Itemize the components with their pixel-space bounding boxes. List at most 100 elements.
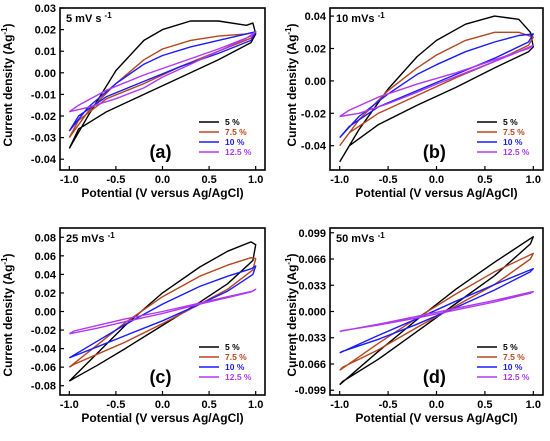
x-tick-label: 0.5 xyxy=(201,174,216,186)
y-tick-label: -0.04 xyxy=(31,154,57,166)
legend-label: 7.5 % xyxy=(225,127,247,137)
y-axis-label-text: Current density (Ag xyxy=(1,35,15,147)
scan-rate-title: 25 mVs -1 xyxy=(66,231,115,245)
scan-rate-text: 25 mVs xyxy=(66,233,108,245)
x-tick-label: 0.5 xyxy=(201,399,216,411)
y-tick-label: 0.01 xyxy=(35,46,56,58)
panel-label: (d) xyxy=(423,367,446,387)
y-tick-label: -0.04 xyxy=(31,344,57,356)
legend-label: 12.5 % xyxy=(503,372,530,382)
y-tick-label: 0.02 xyxy=(35,25,56,37)
x-axis-label: Potential (V versus Ag/AgCl) xyxy=(355,411,517,425)
x-tick-label: 0.5 xyxy=(477,174,492,186)
scan-rate-sup: -1 xyxy=(378,231,386,240)
legend-label: 7.5 % xyxy=(503,127,525,137)
legend-label: 12.5 % xyxy=(225,147,252,157)
y-tick-label: 0.02 xyxy=(305,44,326,56)
legend: 5 %7.5 %10 %12.5 % xyxy=(199,117,252,157)
legend-label: 7.5 % xyxy=(225,352,247,362)
x-tick-label: -1.0 xyxy=(60,399,79,411)
scan-rate-text: 10 mVs xyxy=(336,13,378,25)
x-tick-label: 1.0 xyxy=(526,399,541,411)
y-tick-label: 0.066 xyxy=(298,254,326,266)
x-tick-label: 1.0 xyxy=(526,174,541,186)
x-tick-label: -1.0 xyxy=(60,174,79,186)
y-tick-label: 0.00 xyxy=(305,76,326,88)
y-axis-label-sup: -1 xyxy=(0,257,9,265)
scan-rate-title: 50 mVs -1 xyxy=(336,231,385,245)
y-axis-label-end: ) xyxy=(1,23,15,27)
x-tick-label: 1.0 xyxy=(248,174,263,186)
cv-curve-3 xyxy=(339,33,534,139)
y-axis-label: Current density (Ag-1) xyxy=(0,253,15,376)
scan-rate-text: 5 mV s xyxy=(66,13,105,25)
y-tick-label: -0.03 xyxy=(31,133,56,145)
x-tick-label: -0.5 xyxy=(379,399,398,411)
y-tick-label: 0.033 xyxy=(298,280,326,292)
y-axis-label-text: Current density (Ag xyxy=(285,35,299,147)
y-tick-label: -0.04 xyxy=(301,141,327,153)
y-tick-label: -0.066 xyxy=(295,359,326,371)
cv-curve-2 xyxy=(68,257,257,368)
scan-rate-sup: -1 xyxy=(105,11,113,20)
scan-rate-text: 50 mVs xyxy=(336,233,378,245)
legend-label: 10 % xyxy=(225,137,245,147)
y-axis-label-end: ) xyxy=(285,253,299,257)
panel-d: -1.0 -0.5 0.0 0.5 1.0 -0.099 -0.066 -0.033 0.000… xyxy=(284,227,544,425)
y-tick-label: -0.02 xyxy=(301,108,326,120)
cv-curve-4 xyxy=(339,290,534,333)
panel-b: -1.0 -0.5 0.0 0.5 1.0 -0.04 -0.02 0.00 0.02 0.04 P… xyxy=(284,7,544,200)
y-axis-label-text: Current density (Ag xyxy=(1,265,15,377)
y-tick-label: 0.00 xyxy=(35,307,56,319)
cv-curve-4 xyxy=(68,288,257,335)
x-tick-label: -0.5 xyxy=(106,399,125,411)
cv-curve-4 xyxy=(68,31,257,113)
cv-curve-1 xyxy=(339,235,534,386)
y-axis-label-sup: -1 xyxy=(0,27,9,35)
x-tick-label: -0.5 xyxy=(379,174,398,186)
y-tick-label: -0.08 xyxy=(31,381,56,393)
scan-rate-sup: -1 xyxy=(378,11,386,20)
legend-label: 5 % xyxy=(503,117,518,127)
y-tick-label: -0.02 xyxy=(31,111,56,123)
y-tick-label: -0.01 xyxy=(31,89,56,101)
y-tick-label: 0.03 xyxy=(35,3,56,15)
x-tick-label: 0.0 xyxy=(155,399,170,411)
cv-curve-1 xyxy=(339,15,534,163)
x-axis-label: Potential (V versus Ag/AgCl) xyxy=(355,186,517,200)
x-tick-label: 0.0 xyxy=(429,399,444,411)
cv-curve-3 xyxy=(68,265,257,359)
panel-c: -1.0 -0.5 0.0 0.5 1.0 -0.08 -0.06 -0.04 -0.02 0.0… xyxy=(0,227,266,425)
panel-label: (c) xyxy=(149,367,171,387)
y-tick-label: -0.099 xyxy=(295,385,326,397)
y-tick-label: 0.00 xyxy=(35,68,56,80)
y-tick-label: -0.06 xyxy=(31,362,56,374)
legend: 5 %7.5 %10 %12.5 % xyxy=(477,117,530,157)
legend-label: 10 % xyxy=(503,362,523,372)
y-axis-label-end: ) xyxy=(285,23,299,27)
y-tick-label: 0.04 xyxy=(35,269,57,281)
legend: 5 %7.5 %10 %12.5 % xyxy=(199,342,252,382)
x-tick-label: 1.0 xyxy=(248,399,263,411)
cv-curve-3 xyxy=(68,31,257,132)
x-tick-label: 0.5 xyxy=(477,399,492,411)
x-axis-label: Potential (V versus Ag/AgCl) xyxy=(81,186,243,200)
legend-label: 10 % xyxy=(503,137,523,147)
x-tick-label: 0.0 xyxy=(429,174,444,186)
y-axis-label-end: ) xyxy=(1,253,15,257)
x-axis-label: Potential (V versus Ag/AgCl) xyxy=(81,411,243,425)
scan-rate-title: 10 mVs -1 xyxy=(336,11,385,25)
y-tick-label: 0.08 xyxy=(35,232,56,244)
y-tick-label: -0.02 xyxy=(31,325,56,337)
x-tick-label: -1.0 xyxy=(330,174,349,186)
y-axis-label: Current density (Ag-1) xyxy=(0,23,15,146)
panel-label: (b) xyxy=(423,142,446,162)
y-tick-label: 0.04 xyxy=(305,11,327,23)
y-axis-label: Current density (Ag-1) xyxy=(284,23,299,146)
y-axis-label-sup: -1 xyxy=(284,257,293,265)
legend-label: 12.5 % xyxy=(225,372,252,382)
y-axis-label-sup: -1 xyxy=(284,27,293,35)
x-tick-label: -1.0 xyxy=(330,399,349,411)
y-tick-label: 0.02 xyxy=(35,288,56,300)
y-tick-label: 0.06 xyxy=(35,251,56,263)
